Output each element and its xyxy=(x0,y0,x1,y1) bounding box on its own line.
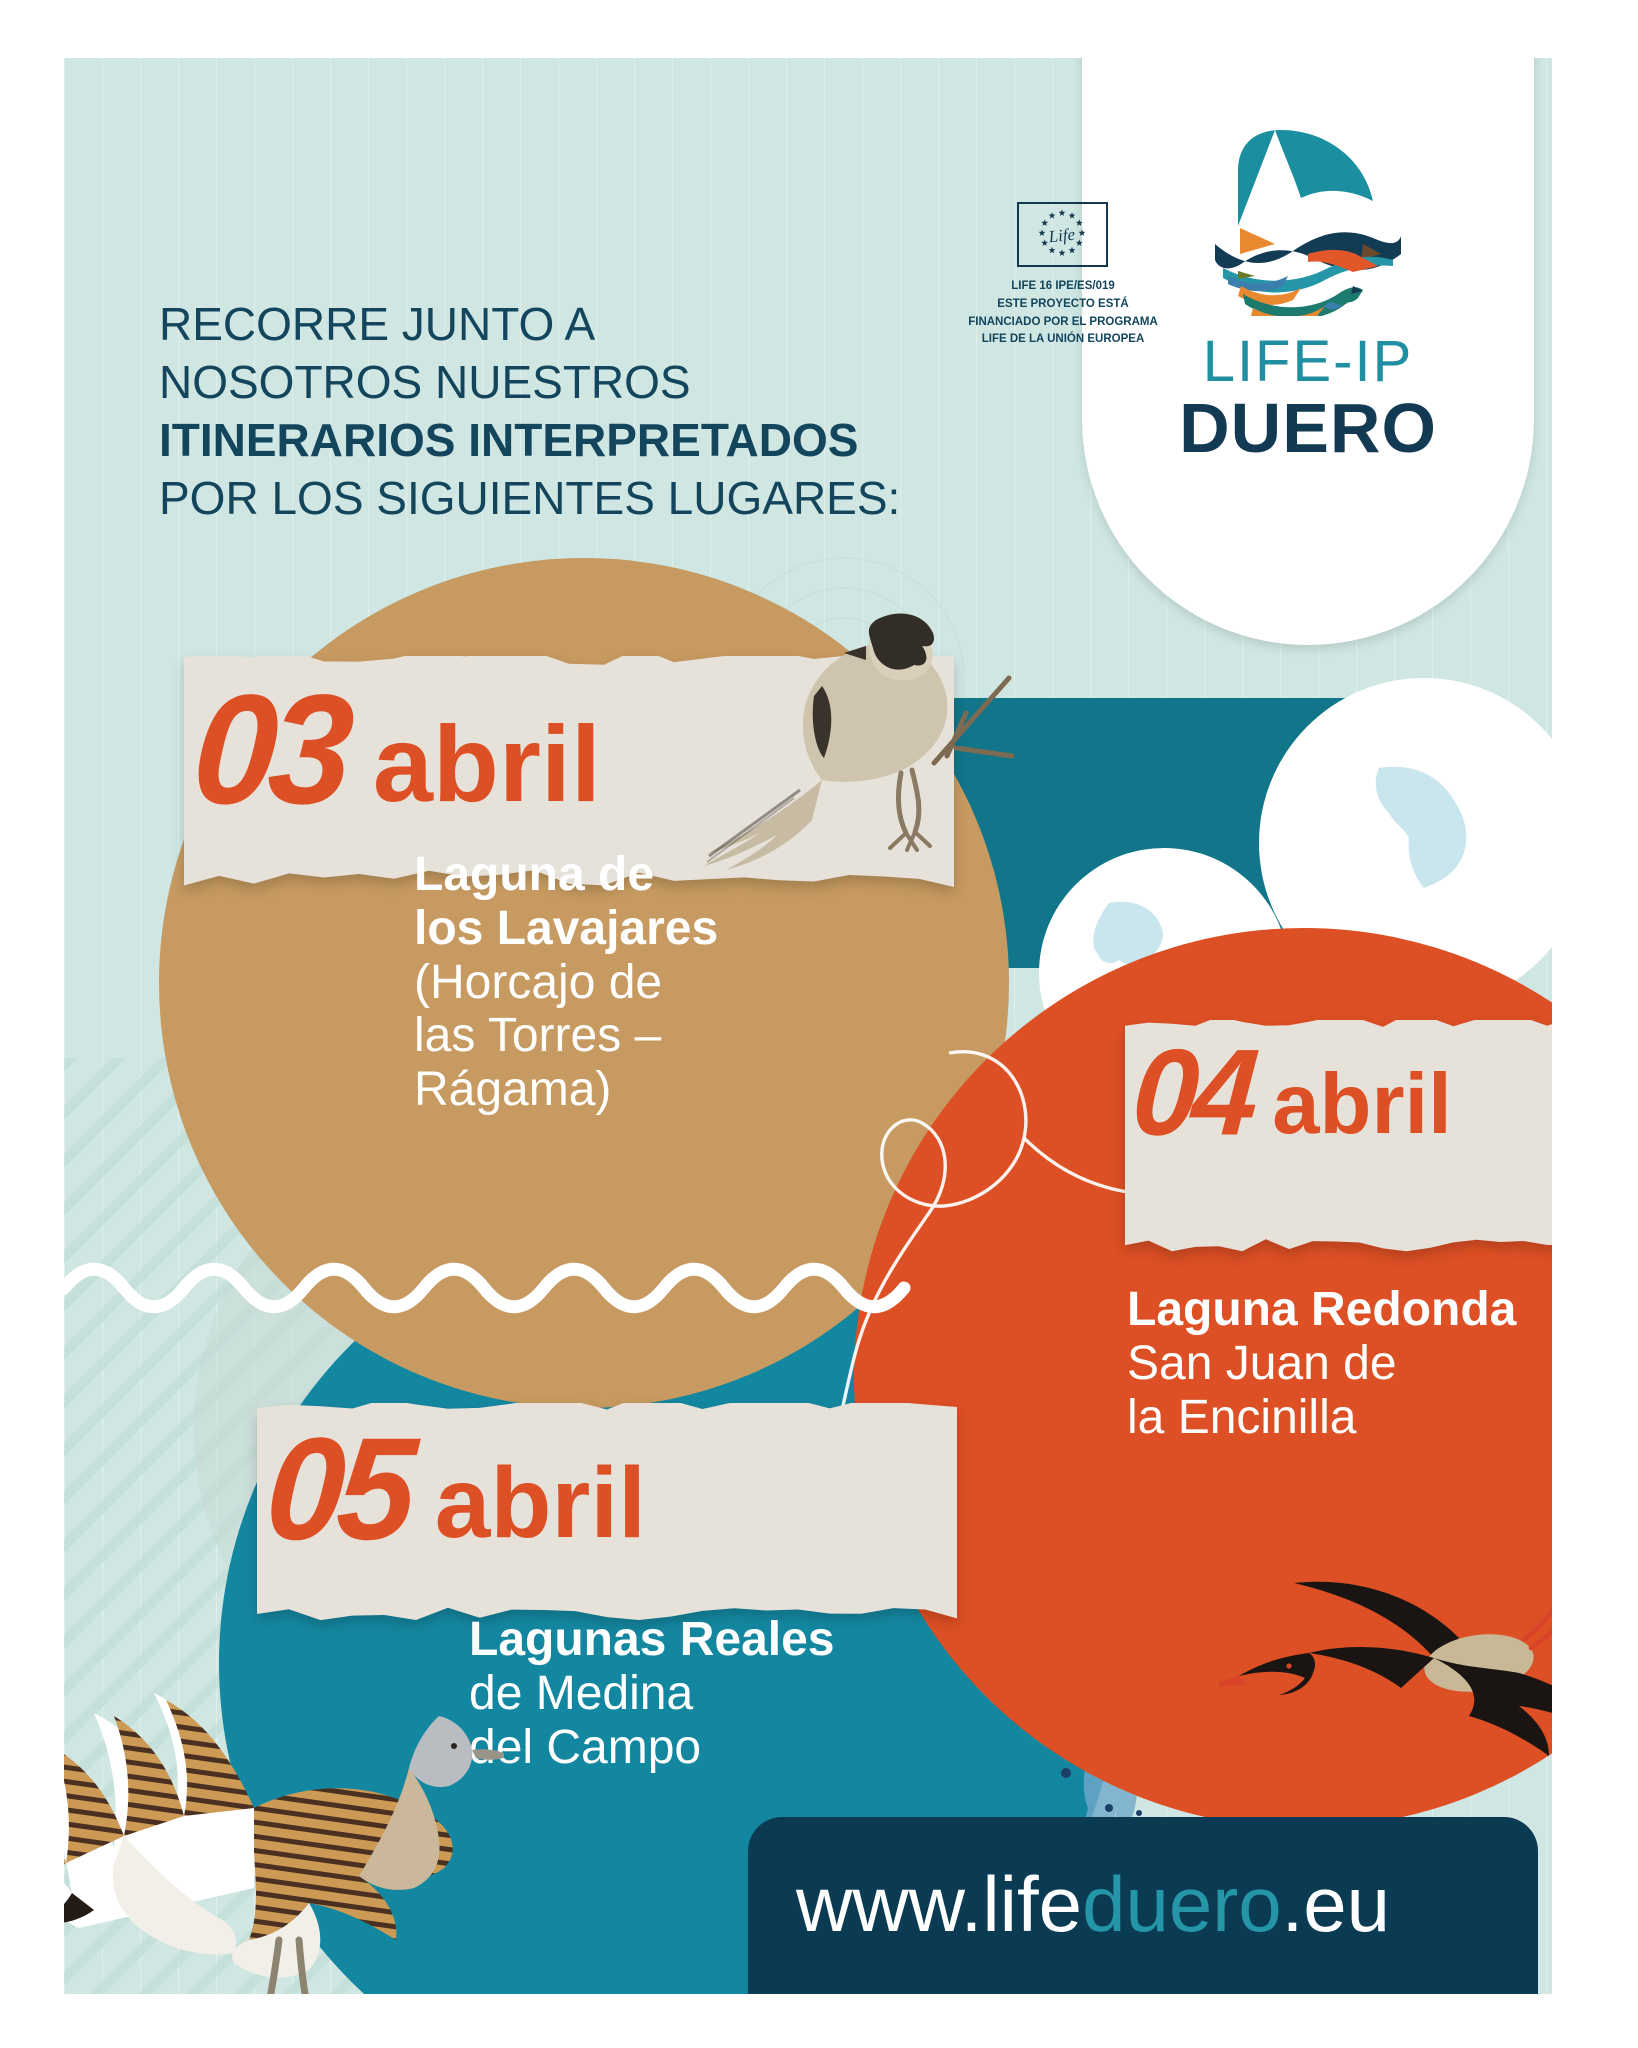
svg-text:Life: Life xyxy=(1047,225,1077,247)
